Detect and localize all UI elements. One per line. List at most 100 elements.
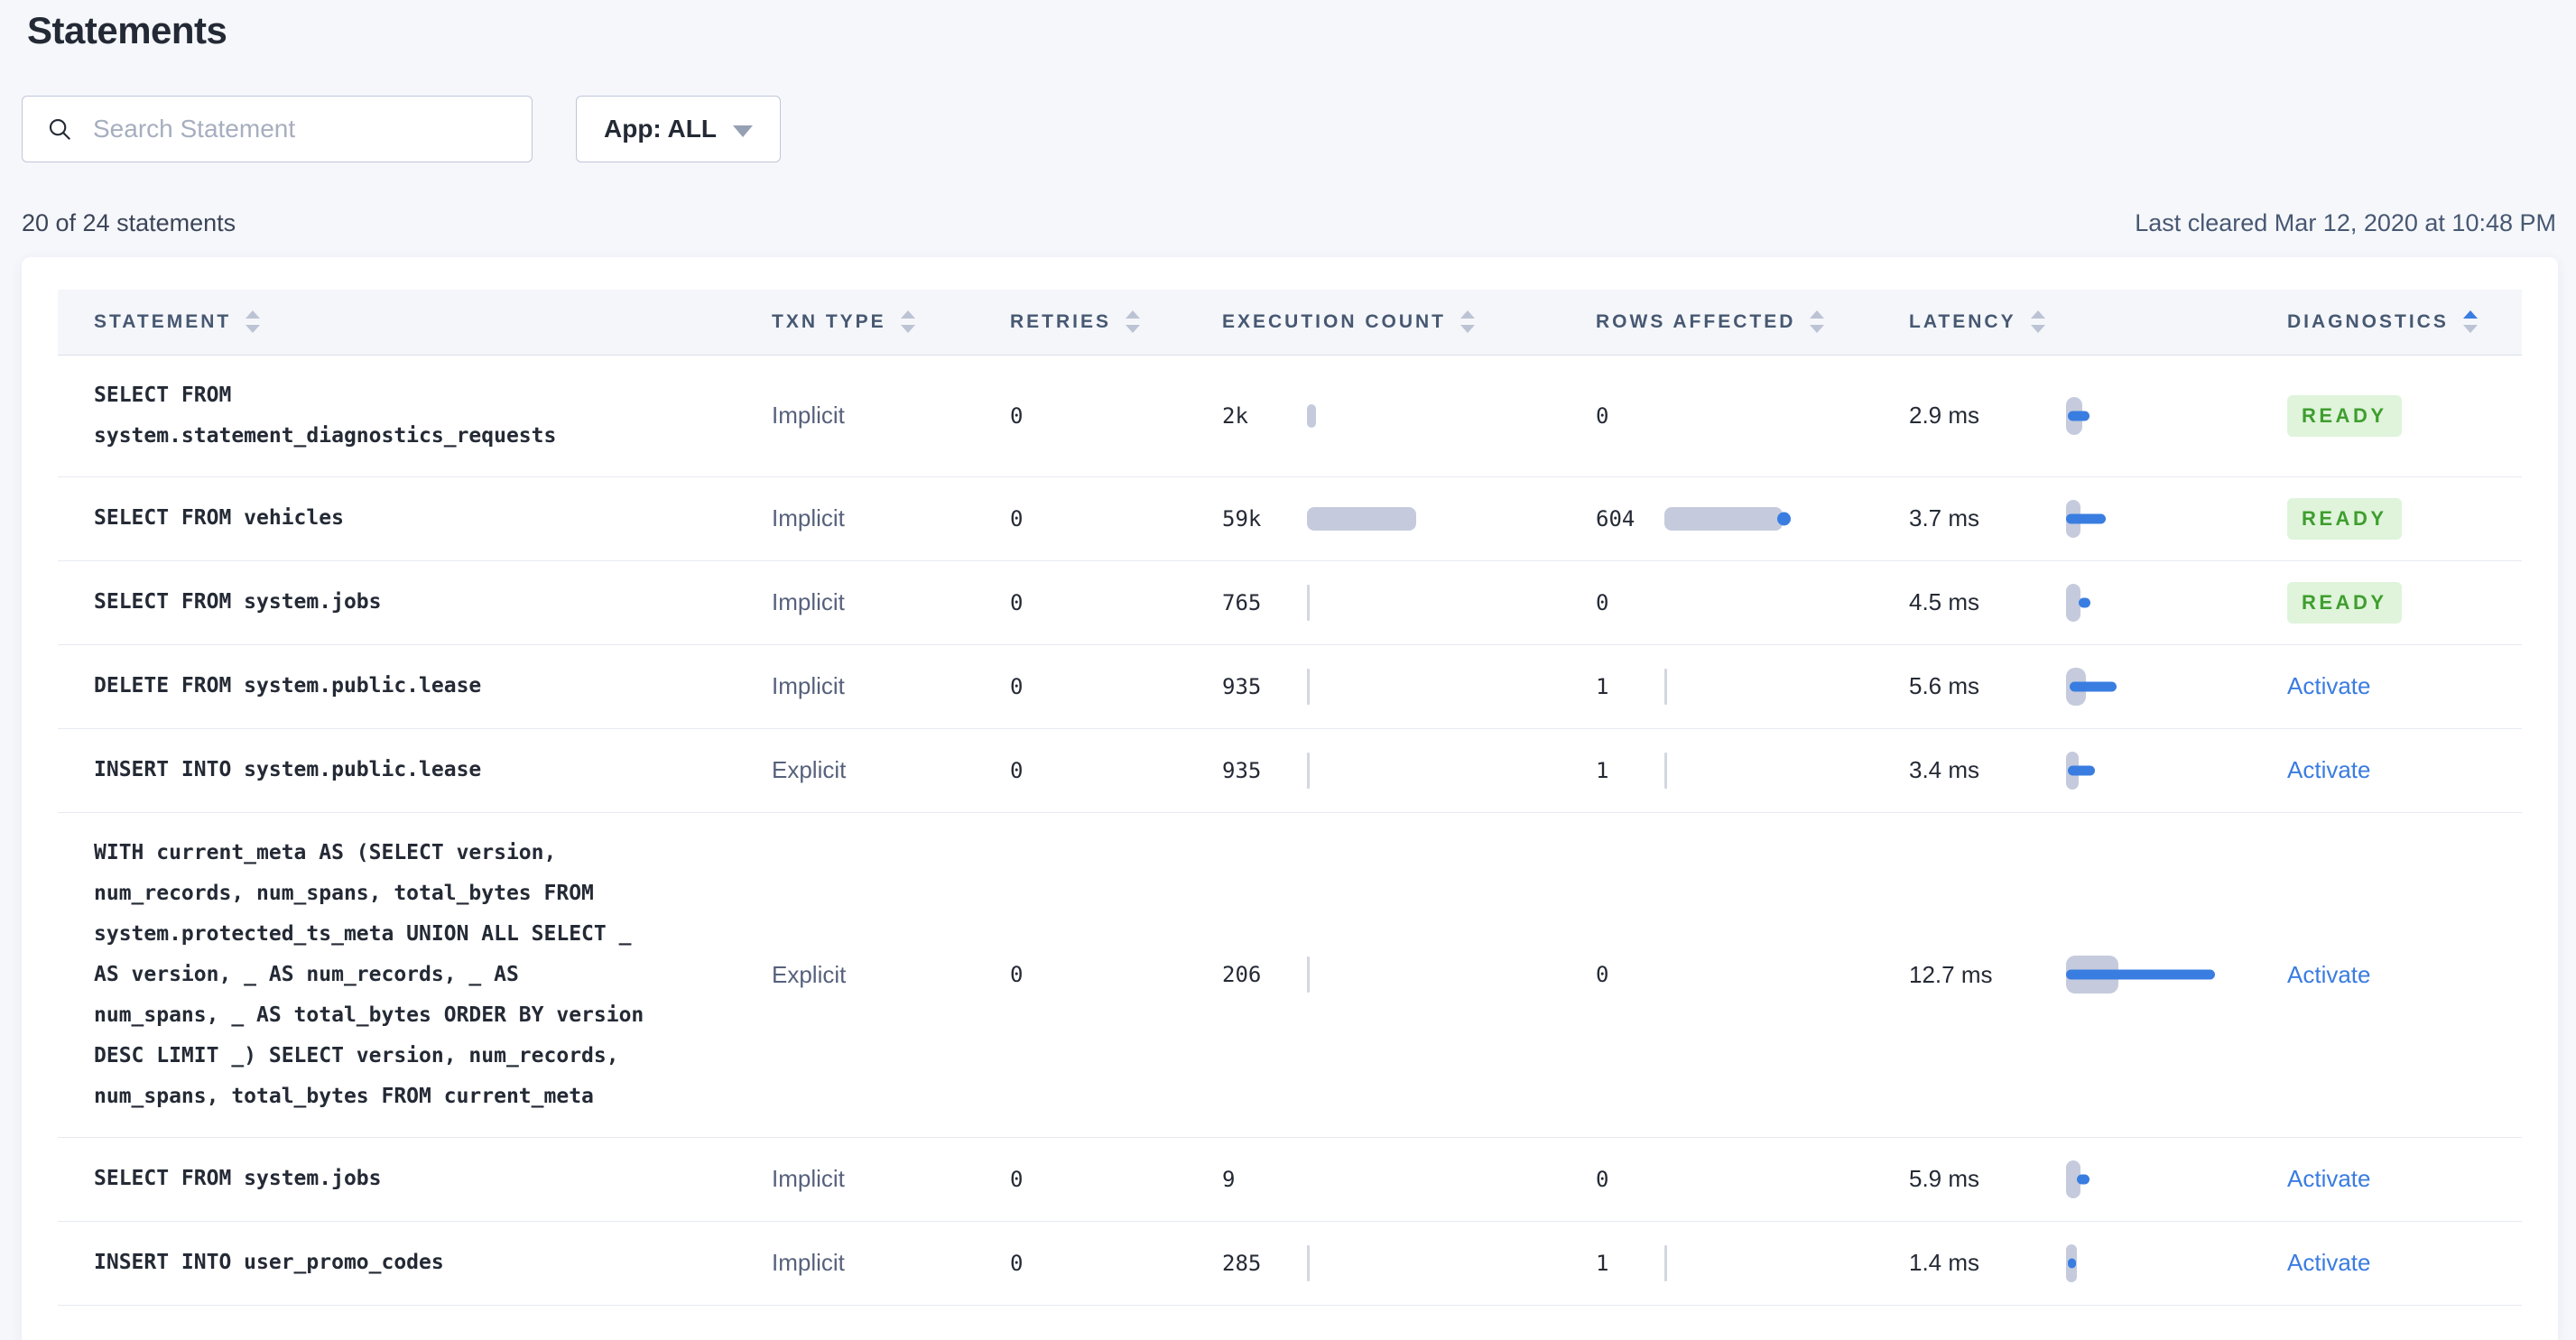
txn-type-value: Implicit	[772, 1165, 845, 1192]
latency-chart	[2066, 749, 2265, 792]
latency-chart	[2066, 581, 2265, 624]
statements-count: 20 of 24 statements	[22, 209, 236, 236]
diagnostics-ready-badge: READY	[2287, 394, 2402, 437]
execution-count-bar	[1307, 954, 1310, 995]
chevron-down-icon	[732, 125, 753, 137]
execution-count-value: 59k	[1222, 505, 1262, 531]
last-cleared-text: Last cleared Mar 12, 2020 at 10:48 PM	[2135, 209, 2556, 236]
latency-mean-bar	[2070, 681, 2117, 691]
statements-table-body: SELECT FROM system.statement_diagnostics…	[58, 355, 2522, 1306]
statements-table: STATEMENT TXN TYPE RETRIES EXECUTION COU…	[58, 290, 2522, 1306]
diagnostics-activate-link[interactable]: Activate	[2287, 672, 2371, 699]
execution-count-value: 765	[1222, 589, 1262, 615]
rows-affected-value: 0	[1596, 589, 1609, 615]
diagnostics-activate-link[interactable]: Activate	[2287, 1249, 2371, 1276]
execution-count-value: 935	[1222, 673, 1262, 699]
rows-affected-value: 1	[1596, 757, 1609, 783]
execution-count-value: 2k	[1222, 402, 1248, 429]
table-row: INSERT INTO system.public.lease Explicit…	[58, 728, 2522, 813]
latency-mean-bar	[2066, 969, 2215, 980]
column-header-statement[interactable]: STATEMENT	[58, 290, 772, 356]
retries-value: 0	[1010, 589, 1024, 615]
execution-count-value: 206	[1222, 962, 1262, 987]
toolbar: App: ALL	[22, 96, 2576, 162]
retries-value: 0	[1010, 757, 1024, 783]
execution-count-bar	[1307, 395, 1316, 437]
latency-mean-bar	[2066, 513, 2106, 523]
diagnostics-activate-link[interactable]: Activate	[2287, 960, 2371, 988]
column-header-txn-type[interactable]: TXN TYPE	[772, 290, 1010, 356]
diagnostics-ready-badge: READY	[2287, 497, 2402, 540]
sort-arrows-icon	[246, 310, 261, 334]
sort-arrows-icon	[2462, 310, 2478, 334]
table-header-row: STATEMENT TXN TYPE RETRIES EXECUTION COU…	[58, 290, 2522, 356]
app-filter-dropdown[interactable]: App: ALL	[576, 96, 781, 162]
page-title: Statements	[27, 9, 227, 51]
column-header-latency[interactable]: LATENCY	[1909, 290, 2287, 356]
latency-value: 5.6 ms	[1909, 672, 1980, 699]
rows-affected-value: 0	[1596, 1166, 1609, 1192]
statement-text[interactable]: INSERT INTO system.public.lease	[94, 758, 482, 781]
statement-text[interactable]: SELECT FROM system.statement_diagnostics…	[94, 383, 557, 448]
latency-mean-bar	[2079, 597, 2090, 607]
txn-type-value: Implicit	[772, 402, 845, 429]
diagnostics-ready-badge: READY	[2287, 581, 2402, 624]
rows-affected-value: 0	[1596, 402, 1609, 429]
sort-arrows-icon	[2030, 310, 2045, 334]
table-row: SELECT FROM system.statement_diagnostics…	[58, 355, 2522, 477]
statement-text[interactable]: SELECT FROM system.jobs	[94, 1167, 382, 1190]
diagnostics-activate-link[interactable]: Activate	[2287, 1165, 2371, 1192]
latency-mean-bar	[2068, 411, 2090, 420]
rows-affected-bar	[1664, 666, 1667, 707]
latency-chart	[2066, 665, 2265, 708]
execution-count-bar	[1307, 666, 1310, 707]
latency-chart	[2066, 497, 2265, 541]
latency-mean-bar	[2077, 1174, 2090, 1184]
table-row: WITH current_meta AS (SELECT version, nu…	[58, 812, 2522, 1138]
sort-arrows-icon	[1460, 310, 1476, 334]
summary-row: 20 of 24 statements Last cleared Mar 12,…	[22, 209, 2556, 237]
table-row: DELETE FROM system.public.lease Implicit…	[58, 644, 2522, 729]
latency-range-bar	[2066, 1160, 2080, 1198]
rows-affected-value: 0	[1596, 962, 1609, 987]
latency-chart	[2066, 394, 2265, 438]
statement-text[interactable]: SELECT FROM vehicles	[94, 506, 344, 530]
sort-arrows-icon	[1126, 310, 1141, 334]
txn-type-value: Explicit	[772, 756, 847, 783]
latency-range-bar	[2066, 583, 2080, 622]
table-row: SELECT FROM system.jobs Implicit 0 765 0…	[58, 560, 2522, 645]
column-header-execution-count[interactable]: EXECUTION COUNT	[1222, 290, 1596, 356]
column-header-retries[interactable]: RETRIES	[1010, 290, 1222, 356]
diagnostics-activate-link[interactable]: Activate	[2287, 756, 2371, 783]
rows-affected-value: 1	[1596, 673, 1609, 699]
latency-mean-bar	[2068, 765, 2095, 775]
table-row: SELECT FROM vehicles Implicit 0 59k 604 …	[58, 476, 2522, 561]
txn-type-value: Implicit	[772, 588, 845, 615]
rows-affected-bar	[1664, 498, 1791, 540]
txn-type-value: Implicit	[772, 672, 845, 699]
latency-value: 5.9 ms	[1909, 1165, 1980, 1192]
latency-value: 12.7 ms	[1909, 960, 1993, 988]
txn-type-value: Implicit	[772, 504, 845, 531]
retries-value: 0	[1010, 673, 1024, 699]
sort-arrows-icon	[900, 310, 915, 334]
latency-value: 4.5 ms	[1909, 588, 1980, 615]
retries-value: 0	[1010, 1166, 1024, 1192]
statement-text[interactable]: SELECT FROM system.jobs	[94, 590, 382, 614]
retries-value: 0	[1010, 402, 1024, 429]
execution-count-bar	[1307, 498, 1416, 540]
search-input[interactable]	[91, 114, 514, 144]
statement-text[interactable]: WITH current_meta AS (SELECT version, nu…	[94, 840, 644, 1108]
latency-chart	[2066, 953, 2265, 996]
txn-type-value: Explicit	[772, 960, 847, 988]
execution-count-bar	[1307, 582, 1310, 624]
execution-count-value: 935	[1222, 757, 1262, 783]
column-header-rows-affected[interactable]: ROWS AFFECTED	[1596, 290, 1909, 356]
statement-text[interactable]: DELETE FROM system.public.lease	[94, 674, 482, 698]
rows-affected-value: 604	[1596, 505, 1635, 531]
column-header-diagnostics[interactable]: DIAGNOSTICS	[2287, 290, 2522, 356]
latency-value: 3.4 ms	[1909, 756, 1980, 783]
latency-chart	[2066, 1158, 2265, 1201]
search-box[interactable]	[22, 96, 533, 162]
table-row: SELECT FROM system.jobs Implicit 0 9 0 5…	[58, 1137, 2522, 1222]
